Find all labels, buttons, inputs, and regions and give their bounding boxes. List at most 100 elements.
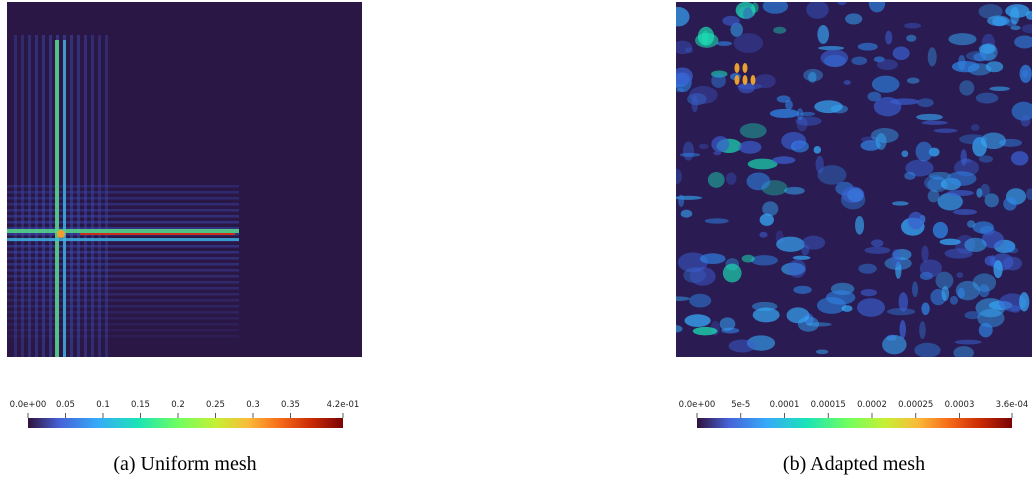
field-stripe xyxy=(7,257,239,260)
field-blob xyxy=(989,86,1010,91)
field-blob xyxy=(981,230,1004,249)
field-blob xyxy=(746,172,771,191)
field-blob xyxy=(817,25,830,44)
field-blob xyxy=(993,260,1003,279)
field-blob xyxy=(867,91,882,102)
field-blob xyxy=(978,44,996,54)
colorbar-tick-label: 0.1 xyxy=(96,400,110,410)
field-stripe xyxy=(84,35,87,357)
field-blob xyxy=(984,193,999,208)
field-stripe xyxy=(7,245,239,248)
field-blob xyxy=(752,307,780,323)
field-blob xyxy=(1019,64,1032,83)
field-blob xyxy=(730,22,743,37)
field-blob xyxy=(733,33,764,53)
field-blob xyxy=(793,285,812,295)
field-blob xyxy=(960,149,967,166)
field-blob xyxy=(741,254,755,263)
field-stripe xyxy=(7,293,239,296)
field-blob xyxy=(704,218,729,224)
field-stripe xyxy=(7,221,239,224)
field-blob xyxy=(891,249,902,268)
field-blob xyxy=(857,42,878,51)
colorbar-tick-label: 0.15 xyxy=(131,400,150,410)
field-blob xyxy=(953,208,978,216)
field-blob xyxy=(786,307,810,324)
field-blob xyxy=(882,334,907,355)
field-stripe xyxy=(98,35,101,357)
field-blob xyxy=(716,41,733,46)
field-blob xyxy=(887,308,916,316)
field-blob xyxy=(797,316,820,332)
field-blob xyxy=(947,171,977,186)
colorbar-tick-label: 0.05 xyxy=(56,400,75,410)
field-blob xyxy=(857,298,885,317)
field-blob xyxy=(949,295,959,305)
field-blob xyxy=(985,61,1004,73)
field-blob xyxy=(924,175,946,191)
field-blob xyxy=(845,13,863,25)
field-stripe xyxy=(7,227,239,230)
field-stripe xyxy=(7,251,239,254)
field-blob xyxy=(676,40,693,55)
field-blob xyxy=(799,111,816,117)
field-spot xyxy=(734,75,740,85)
field-blob xyxy=(679,152,701,157)
field-blob xyxy=(935,271,954,290)
field-blob xyxy=(820,49,849,67)
field-blob xyxy=(901,150,909,158)
field-blob xyxy=(919,259,943,278)
field-blob xyxy=(916,113,943,121)
field-stripe xyxy=(7,263,239,266)
colorbar-tick-label: 0.0002 xyxy=(857,400,887,410)
field-blob xyxy=(966,220,976,228)
field-blob xyxy=(980,132,1006,150)
field-blob xyxy=(762,201,779,217)
field-stripe xyxy=(7,209,239,212)
field-blob xyxy=(793,141,804,150)
field-stripe xyxy=(7,305,239,308)
field-blob xyxy=(972,221,994,234)
field-blob xyxy=(885,30,893,45)
field-blob xyxy=(919,271,933,280)
field-blob xyxy=(975,92,999,104)
field-blob xyxy=(892,201,909,206)
colorbar-tick-label: 4.2e-01 xyxy=(327,400,360,410)
field-blob xyxy=(738,140,762,154)
colorbar: 0.0e+00 5e-5 0.0001 0.00015 0.0002 0.00025 0.0… xyxy=(679,400,1028,428)
field-blob xyxy=(978,155,994,163)
field-blob xyxy=(964,311,981,320)
field-blob xyxy=(784,186,805,195)
field-blob xyxy=(951,60,980,73)
colorbar-tick-label: 0.0e+00 xyxy=(10,400,47,410)
field-stripe xyxy=(7,269,239,272)
field-blob xyxy=(978,4,1003,19)
field-blob xyxy=(895,261,902,279)
field-blob xyxy=(689,293,712,308)
field-blob xyxy=(747,158,778,170)
field-blob xyxy=(817,165,847,185)
field-blob xyxy=(1011,101,1032,121)
field-blob xyxy=(728,339,756,353)
field-blob xyxy=(813,145,822,154)
field-spot xyxy=(742,75,748,85)
field-blob xyxy=(998,293,1027,312)
field-blob xyxy=(1010,25,1021,31)
field-blob xyxy=(841,305,853,312)
field-blob xyxy=(873,97,902,117)
field-blob xyxy=(1014,35,1032,49)
colorbar-tick-label: 0.0001 xyxy=(770,400,800,410)
field-stripe xyxy=(7,323,239,326)
field-blob xyxy=(837,2,847,6)
field-blob xyxy=(830,104,849,114)
field-blob xyxy=(759,213,775,226)
colorbar-tick-label: 0.00025 xyxy=(898,400,933,410)
field-blob xyxy=(899,320,906,339)
field-band xyxy=(7,238,239,241)
colorbar-tick-label: 0.00015 xyxy=(811,400,846,410)
field-stripe xyxy=(7,335,239,338)
field-blob xyxy=(707,171,725,188)
field-blob xyxy=(1025,10,1032,20)
field-blob xyxy=(815,155,824,174)
field-stripe xyxy=(28,35,31,357)
